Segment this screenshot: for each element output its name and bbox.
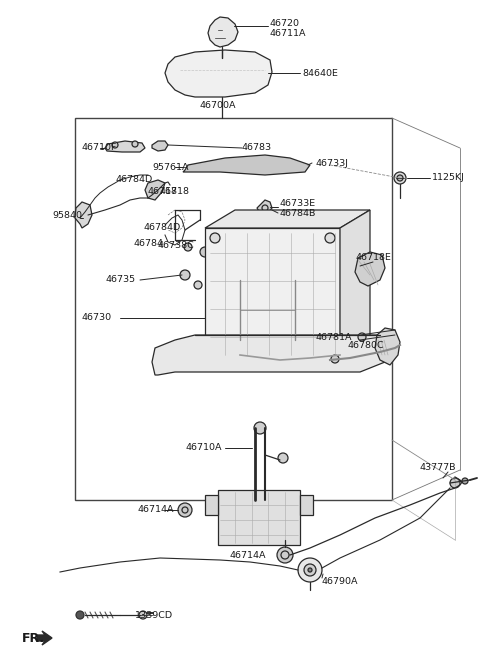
Polygon shape	[375, 328, 400, 365]
Circle shape	[325, 233, 335, 243]
Circle shape	[184, 243, 192, 251]
Text: 46784D: 46784D	[143, 223, 180, 231]
Text: 46733J: 46733J	[315, 159, 348, 167]
Text: 1339CD: 1339CD	[135, 610, 173, 619]
Polygon shape	[145, 180, 165, 200]
Text: 1125KJ: 1125KJ	[432, 173, 465, 183]
Circle shape	[325, 345, 335, 355]
Circle shape	[210, 233, 220, 243]
Bar	[75, 118, 392, 500]
Polygon shape	[37, 631, 52, 645]
Circle shape	[304, 564, 316, 576]
Text: 84640E: 84640E	[302, 69, 338, 78]
Text: 46718: 46718	[160, 188, 190, 196]
Text: 46784B: 46784B	[280, 208, 316, 217]
Circle shape	[450, 478, 460, 488]
Polygon shape	[257, 200, 272, 213]
Polygon shape	[152, 141, 168, 151]
Text: 46714A: 46714A	[138, 505, 175, 515]
Text: 46714A: 46714A	[230, 550, 266, 559]
Circle shape	[76, 611, 84, 619]
Circle shape	[178, 503, 192, 517]
Circle shape	[278, 453, 288, 463]
Text: 46784: 46784	[133, 239, 163, 248]
Polygon shape	[152, 335, 395, 375]
Circle shape	[139, 611, 147, 619]
Text: 46735: 46735	[105, 275, 135, 285]
Polygon shape	[355, 252, 385, 286]
Text: 46733E: 46733E	[280, 200, 316, 208]
Text: 46730: 46730	[82, 314, 112, 322]
Circle shape	[132, 141, 138, 147]
Text: 46790A: 46790A	[322, 577, 359, 587]
Text: 46738C: 46738C	[158, 241, 195, 250]
Text: 46718: 46718	[148, 188, 178, 196]
Circle shape	[462, 478, 468, 484]
Text: 46711A: 46711A	[270, 28, 307, 38]
Polygon shape	[75, 202, 92, 228]
Polygon shape	[105, 141, 145, 152]
Circle shape	[397, 175, 403, 181]
Circle shape	[210, 345, 220, 355]
Polygon shape	[205, 228, 340, 360]
Circle shape	[277, 547, 293, 563]
Text: 46780C: 46780C	[348, 341, 384, 349]
Text: 46784D: 46784D	[115, 175, 152, 185]
Polygon shape	[205, 495, 218, 515]
Circle shape	[112, 142, 118, 148]
Text: 46700A: 46700A	[200, 101, 237, 109]
Polygon shape	[183, 155, 310, 175]
Polygon shape	[208, 17, 238, 47]
Text: 46781A: 46781A	[315, 333, 351, 343]
Text: 95840: 95840	[52, 210, 82, 219]
Circle shape	[358, 333, 366, 341]
Text: 46720: 46720	[270, 20, 300, 28]
Polygon shape	[340, 210, 370, 360]
Text: 43777B: 43777B	[420, 463, 456, 471]
Circle shape	[308, 568, 312, 572]
Text: 46783: 46783	[242, 144, 272, 152]
Text: 46710F: 46710F	[82, 144, 118, 152]
Circle shape	[394, 172, 406, 184]
Text: 46710A: 46710A	[185, 444, 221, 453]
Circle shape	[194, 281, 202, 289]
Text: 95761A: 95761A	[152, 163, 189, 171]
Circle shape	[298, 558, 322, 582]
Text: FR.: FR.	[22, 631, 45, 645]
Circle shape	[200, 247, 210, 257]
Polygon shape	[165, 50, 272, 97]
Circle shape	[331, 355, 339, 363]
Text: 46718E: 46718E	[355, 254, 391, 262]
Polygon shape	[218, 490, 300, 545]
Circle shape	[254, 422, 266, 434]
Polygon shape	[205, 210, 370, 228]
Polygon shape	[300, 495, 313, 515]
Circle shape	[180, 270, 190, 280]
